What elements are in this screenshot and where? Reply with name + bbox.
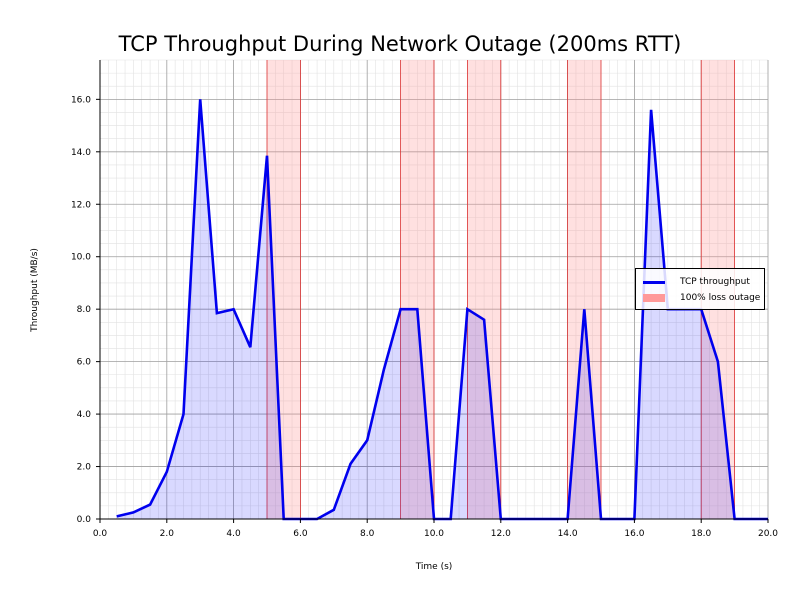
throughput-area	[116, 99, 768, 520]
x-tick-label: 6.0	[293, 529, 308, 539]
legend-label: 100% loss outage	[680, 293, 761, 303]
legend-item-throughput: TCP throughput	[636, 275, 750, 289]
line-swatch-icon	[643, 280, 665, 284]
y-tick-label: 12.0	[71, 200, 91, 210]
y-tick-label: 2.0	[77, 463, 92, 473]
x-tick-label: 10.0	[424, 529, 444, 539]
y-axis-label: Throughput (MB/s)	[30, 248, 40, 333]
x-axis-label: Time (s)	[415, 562, 453, 572]
y-tick-label: 0.0	[77, 515, 92, 525]
y-tick-label: 4.0	[77, 410, 92, 420]
x-tick-label: 12.0	[491, 529, 511, 539]
y-tick-label: 6.0	[77, 358, 92, 368]
legend: TCP throughput 100% loss outage	[635, 268, 765, 310]
chart-title: TCP Throughput During Network Outage (20…	[118, 32, 682, 56]
y-tick-label: 10.0	[71, 253, 91, 263]
x-tick-label: 14.0	[558, 529, 578, 539]
y-tick-label: 16.0	[71, 95, 91, 105]
x-tick-label: 4.0	[226, 529, 241, 539]
x-tick-label: 8.0	[360, 529, 375, 539]
y-tick-label: 8.0	[77, 305, 92, 315]
legend-item-outage: 100% loss outage	[636, 291, 760, 305]
x-tick-label: 18.0	[691, 529, 711, 539]
patch-swatch-icon	[643, 294, 665, 302]
x-tick-label: 2.0	[160, 529, 175, 539]
x-tick-label: 0.0	[93, 529, 108, 539]
legend-label: TCP throughput	[680, 277, 750, 287]
y-tick-label: 14.0	[71, 148, 91, 158]
x-tick-label: 20.0	[758, 529, 778, 539]
x-tick-label: 16.0	[624, 529, 644, 539]
